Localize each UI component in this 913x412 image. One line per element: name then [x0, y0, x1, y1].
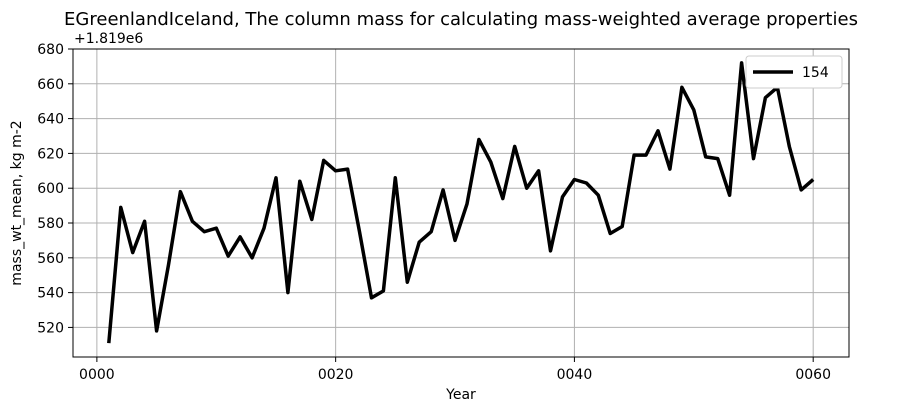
- legend-box: [745, 55, 843, 89]
- x-tick-label: 0000: [79, 367, 115, 383]
- y-tick-label: 540: [37, 286, 64, 302]
- y-tick-label: 660: [37, 77, 64, 93]
- y-axis-label: mass_wt_mean, kg m-2: [9, 120, 25, 285]
- y-offset-label: +1.819e6: [74, 31, 143, 47]
- x-tick-label: 0020: [318, 367, 354, 383]
- x-tick-label: 0060: [795, 367, 831, 383]
- y-axis: 520 540 560 580 600 620 640 660 680: [37, 42, 73, 336]
- grid: [73, 48, 849, 357]
- plot-frame: [72, 48, 850, 358]
- x-tick-label: 0040: [557, 367, 593, 383]
- x-axis-label: Year: [445, 387, 476, 403]
- y-tick-label: 620: [37, 146, 64, 162]
- y-tick-label: 640: [37, 112, 64, 128]
- y-tick-label: 600: [37, 181, 64, 197]
- y-tick-label: 580: [37, 216, 64, 232]
- y-tick-label: 680: [37, 42, 64, 58]
- y-tick-label: 560: [37, 251, 64, 267]
- y-tick-label: 520: [37, 320, 64, 336]
- legend: 154: [745, 55, 843, 89]
- chart-title: EGreenlandIceland, The column mass for c…: [64, 9, 858, 30]
- x-axis: 0000 0020 0040 0060: [79, 357, 831, 383]
- legend-label: 154: [802, 65, 829, 81]
- series-line: [107, 61, 815, 344]
- series-layer: [107, 61, 815, 344]
